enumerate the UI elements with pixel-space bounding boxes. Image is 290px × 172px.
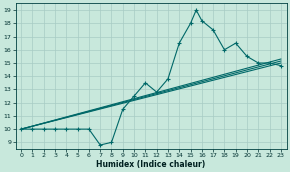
X-axis label: Humidex (Indice chaleur): Humidex (Indice chaleur) bbox=[96, 159, 206, 169]
